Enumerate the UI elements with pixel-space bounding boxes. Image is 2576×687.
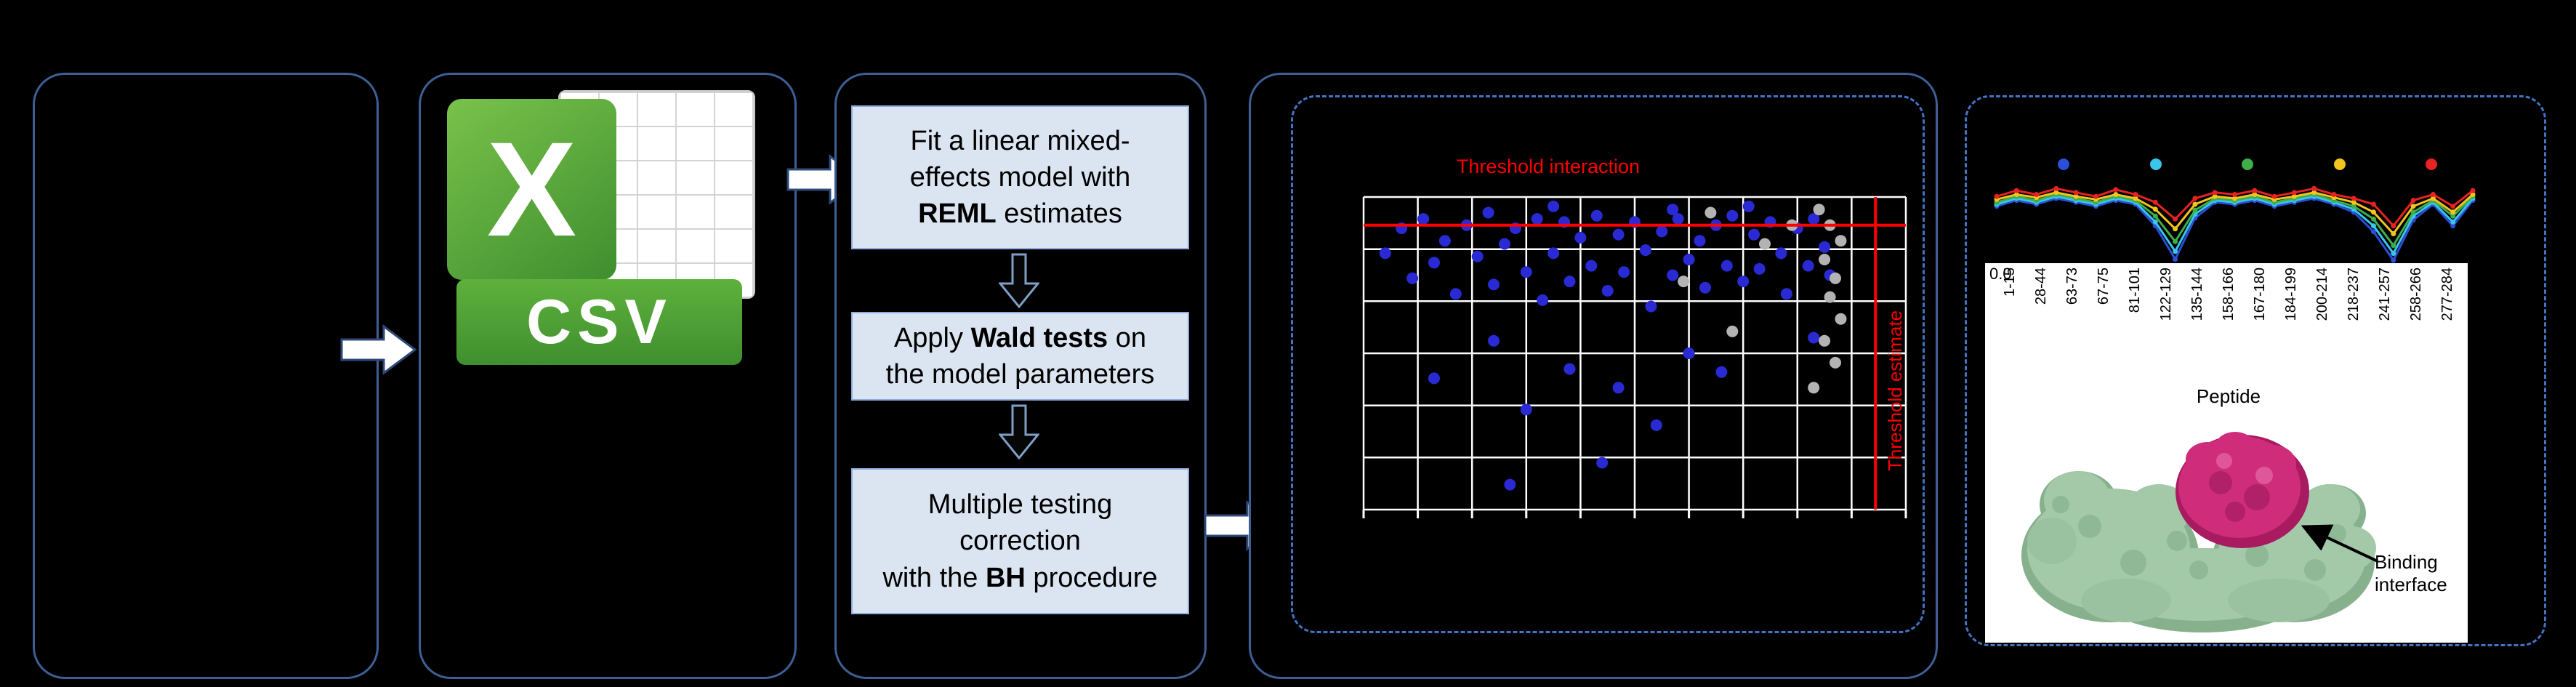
peptide-tick: 167-180 (2252, 268, 2268, 321)
binding-interface-label: Binding interface (2375, 551, 2469, 596)
step-text: the model parameters (885, 359, 1155, 390)
binding-interface-line1: Binding (2375, 551, 2438, 573)
peptide-tick: 122-129 (2158, 268, 2174, 321)
step-text-bold: Wald tests (970, 322, 1108, 353)
step-bh-correction: Multiple testing correction with the BH … (851, 468, 1189, 614)
y-axis-tick-label: 0.0 (1989, 265, 2012, 283)
peptide-tick: 218-237 (2346, 268, 2362, 321)
peptide-axis-panel: 0.0 1-15 28-44 63-73 67-75 81-101 122-12… (1985, 263, 2468, 643)
peptide-tick: 200-214 (2314, 268, 2330, 321)
step-text: Fit a linear mixed- (910, 125, 1130, 156)
peptide-tick: 258-266 (2408, 268, 2424, 321)
arrow-right-icon (340, 324, 417, 375)
step-text: with the (882, 562, 986, 593)
peptide-tick: 158-166 (2221, 268, 2237, 321)
step-wald-tests: Apply Wald tests on the model parameters (851, 312, 1189, 401)
peptide-tick: 241-257 (2377, 268, 2393, 321)
step-text: correction (959, 526, 1081, 557)
step-text: estimates (996, 198, 1122, 230)
peptide-axis-title: Peptide (2196, 385, 2261, 407)
threshold-estimate-label: Threshold estimate (1884, 310, 1906, 471)
volcano-plot-dashed-frame (1291, 95, 1925, 633)
arrow-down-icon (999, 404, 1039, 459)
peptide-tick: 184-199 (2283, 268, 2299, 321)
input-data-panel (33, 73, 379, 679)
step-fit-model-text: Fit a linear mixed- effects model with R… (910, 123, 1130, 232)
excel-x-logo-icon: X (447, 99, 616, 280)
step-text: effects model with (909, 161, 1131, 193)
profile-chart-svg (1994, 158, 2476, 263)
peptide-tick-labels: 1-15 28-44 63-73 67-75 81-101 122-129 13… (2002, 268, 2455, 382)
peptide-tick: 277-284 (2439, 268, 2455, 321)
threshold-interaction-label: Threshold interaction (1456, 156, 1641, 177)
volcano-plot-svg (1362, 196, 1907, 518)
peptide-results-dashed-frame (1965, 95, 2546, 646)
csv-banner-label: CSV (526, 286, 672, 357)
protein-binding-site (2175, 432, 2309, 548)
step-text-bold: BH (985, 562, 1026, 593)
step-text: procedure (1025, 562, 1158, 593)
step-wald-tests-text: Apply Wald tests on the model parameters (886, 320, 1155, 393)
step-text: on (1108, 322, 1147, 353)
binding-interface-arrow-icon (2301, 524, 2378, 563)
csv-banner: CSV (456, 279, 742, 365)
peptide-tick: 81-101 (2127, 268, 2143, 313)
excel-x-letter: X (486, 114, 577, 265)
step-bh-correction-text: Multiple testing correction with the BH … (882, 486, 1157, 595)
peptide-tick: 135-144 (2189, 268, 2205, 321)
protein-structure-image (2021, 432, 2376, 632)
step-fit-model: Fit a linear mixed- effects model with R… (851, 105, 1189, 249)
step-text: Apply (893, 322, 971, 353)
step-text: Multiple testing (927, 489, 1113, 521)
step-text-bold: REML (918, 198, 997, 230)
csv-file-icon: X CSV (447, 90, 760, 375)
arrow-down-icon (999, 253, 1039, 308)
binding-interface-line2: interface (2375, 574, 2447, 596)
